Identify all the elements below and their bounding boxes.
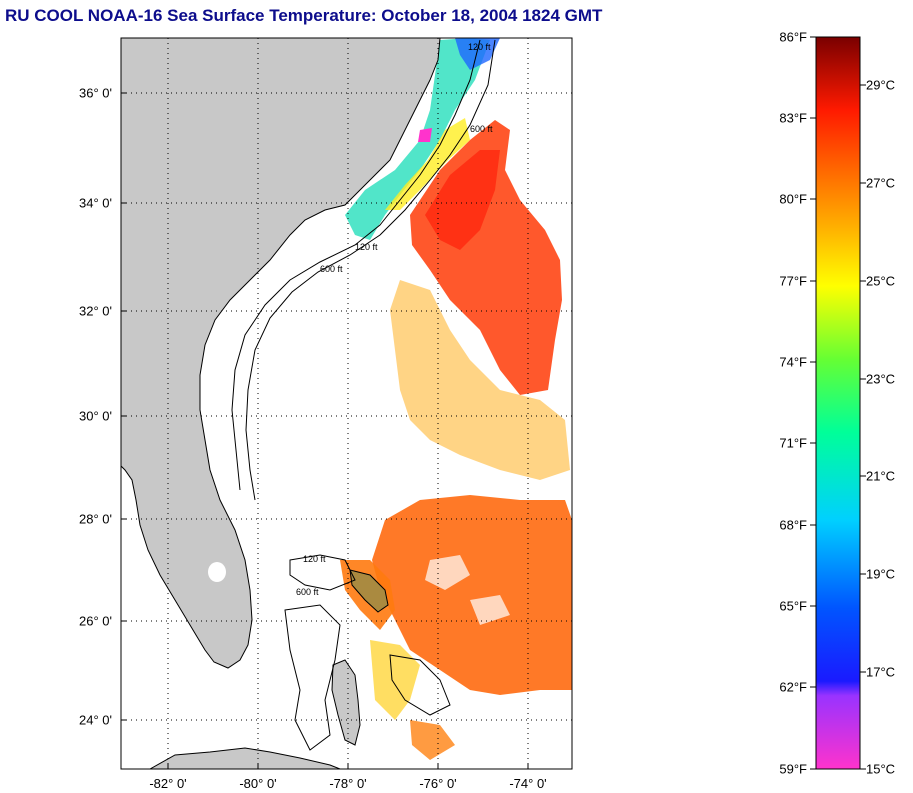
contour-label: 120 ft [303, 554, 326, 564]
map-axis-ticks [121, 92, 529, 769]
colorbar-fahrenheit-label: 62°F [779, 679, 807, 695]
sst-bahamas-yellow [370, 640, 420, 720]
colorbar-fahrenheit-label: 80°F [779, 191, 807, 207]
contour-bahamas [284, 554, 451, 751]
colorbar-celsius-label: 17°C [866, 664, 896, 680]
land-cuba-edge [148, 747, 341, 769]
sst-warm-band-north-core [425, 150, 500, 250]
latitude-label: 26° 0' [79, 613, 112, 629]
colorbar-fahrenheit-label: 71°F [779, 435, 807, 451]
contour-label: 600 ft [320, 264, 343, 274]
longitude-label: -80° 0' [239, 776, 277, 791]
colorbar-celsius-label: 27°C [866, 175, 896, 191]
colorbar-celsius-label: 25°C [866, 273, 896, 289]
colorbar-fahrenheit-label: 86°F [779, 29, 807, 45]
map-frame [120, 37, 573, 770]
contour-label: 600 ft [296, 587, 319, 597]
colorbar-celsius-label: 23°C [866, 371, 896, 387]
cloud-gap-1 [425, 555, 470, 590]
colorbar-fahrenheit-label: 83°F [779, 110, 807, 126]
colorbar-fahrenheit-label: 74°F [779, 354, 807, 370]
longitude-label: -78° 0' [329, 776, 367, 791]
colorbar-fahrenheit-label: 77°F [779, 273, 807, 289]
colorbar-ticks [810, 36, 866, 770]
longitude-label: -76° 0' [419, 776, 457, 791]
contour-label: 120 ft [468, 42, 491, 52]
contour-120ft-line [231, 39, 481, 491]
latitude-label: 28° 0' [79, 511, 112, 527]
land-abaco [349, 569, 389, 613]
colorbar-celsius-label: 19°C [866, 566, 896, 582]
latitude-label: 36° 0' [79, 85, 112, 101]
map-title: RU COOL NOAA-16 Sea Surface Temperature:… [5, 6, 603, 25]
colorbar-gradient [815, 36, 861, 770]
sst-warm-band-south [372, 495, 572, 695]
colorbar-celsius-label: 15°C [866, 761, 896, 777]
colorbar-celsius-label: 29°C [866, 77, 896, 93]
colorbar-fahrenheit-label: 68°F [779, 517, 807, 533]
contour-label: 120 ft [355, 242, 378, 252]
contour-600ft-line [245, 39, 496, 501]
land-andros-island [331, 659, 361, 746]
colorbar-fahrenheit-label: 59°F [779, 761, 807, 777]
latitude-label: 30° 0' [79, 408, 112, 424]
lake-okeechobee [208, 562, 226, 582]
sst-scattered-mid [390, 280, 570, 480]
contour-label: 600 ft [470, 124, 493, 134]
longitude-label: -82° 0' [149, 776, 187, 791]
land-southeast-us [121, 38, 441, 669]
longitude-label: -74° 0' [509, 776, 547, 791]
sst-bahamas-south [410, 720, 455, 760]
sst-blue-patch [455, 38, 500, 70]
colorbar-celsius-label: 21°C [866, 468, 896, 484]
map-gridlines [121, 38, 572, 769]
sst-magenta-patch [418, 128, 432, 142]
map-content [121, 38, 572, 769]
sst-cool-nearshore [345, 38, 490, 240]
latitude-label: 24° 0' [79, 712, 112, 728]
cloud-gap-2 [470, 595, 510, 625]
latitude-label: 32° 0' [79, 303, 112, 319]
latitude-label: 34° 0' [79, 195, 112, 211]
colorbar-fahrenheit-label: 65°F [779, 598, 807, 614]
